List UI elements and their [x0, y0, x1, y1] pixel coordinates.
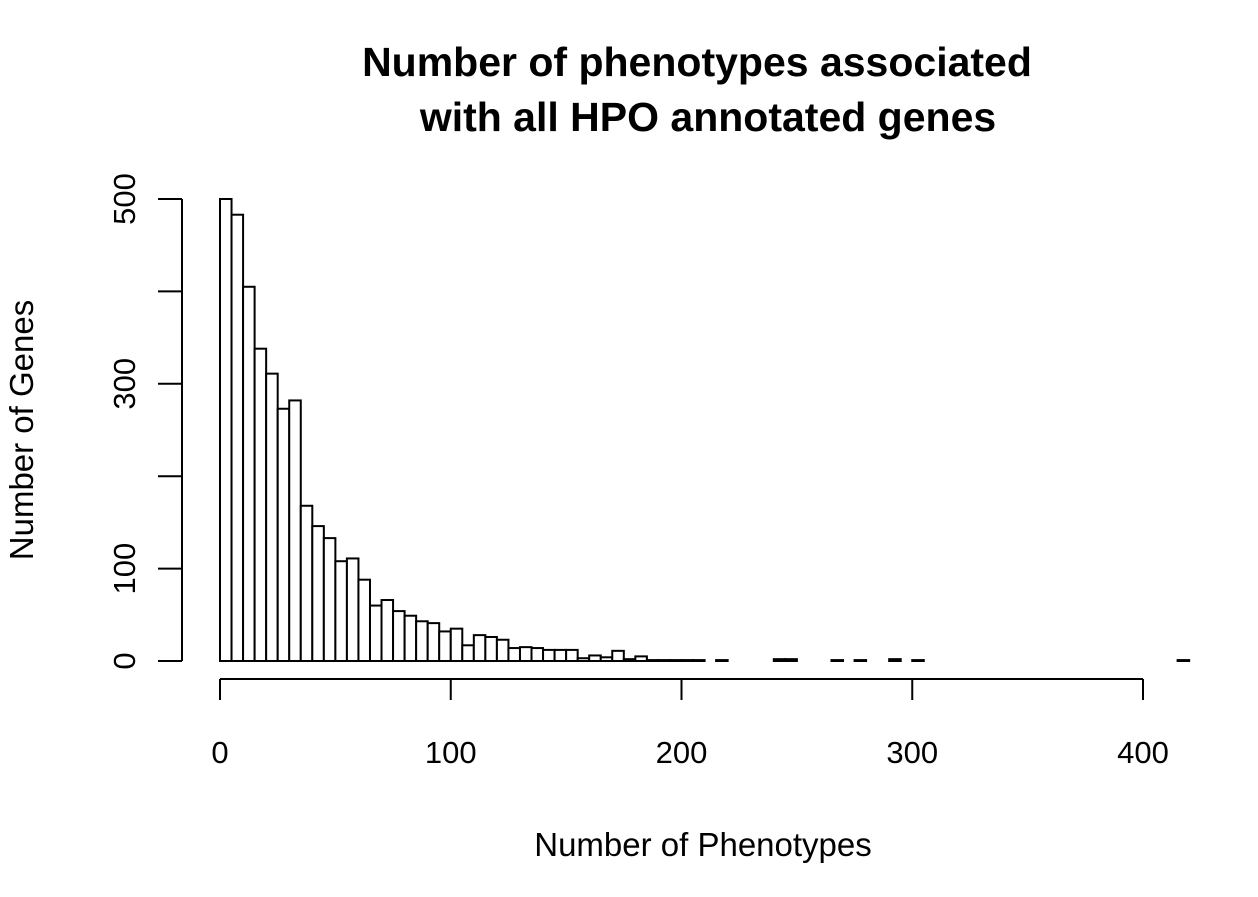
histogram-bar	[403, 614, 418, 662]
histogram-bar	[242, 285, 256, 662]
y-tick-label: 0	[107, 652, 142, 669]
y-axis: 0 100 300 500	[107, 173, 183, 670]
histogram-bar	[830, 659, 845, 663]
histogram-bar	[380, 599, 395, 663]
histogram-bar	[715, 659, 729, 663]
histogram-bar	[265, 372, 279, 662]
histogram-bars	[219, 198, 1191, 663]
histogram-bar	[668, 659, 683, 663]
histogram-bar	[472, 634, 487, 663]
histogram-bar	[484, 635, 498, 662]
histogram-bar	[426, 622, 441, 662]
histogram-bar	[692, 659, 706, 663]
histogram-bar	[565, 648, 579, 662]
histogram-bar	[449, 627, 464, 662]
histogram-bar	[253, 347, 268, 662]
x-axis-label: Number of Phenotypes	[534, 826, 872, 863]
x-tick-label: 400	[1117, 735, 1169, 770]
histogram-bar	[311, 525, 325, 662]
x-tick-label: 100	[425, 735, 477, 770]
histogram-bar	[542, 648, 556, 662]
histogram-bar	[288, 399, 302, 662]
histogram-bar	[357, 578, 371, 662]
histogram-bar	[1176, 659, 1191, 663]
histogram-bar	[888, 658, 902, 663]
histogram-bar	[507, 647, 521, 662]
histogram-bar	[334, 560, 348, 663]
histogram-bar	[576, 657, 591, 662]
histogram-bar	[622, 658, 637, 663]
chart-title-line-1: Number of phenotypes associated	[362, 39, 1032, 85]
histogram-bar	[461, 644, 475, 662]
y-axis-label: Number of Genes	[3, 300, 40, 560]
histogram-bar	[853, 659, 868, 663]
histogram-bar	[634, 655, 648, 663]
histogram-bar	[611, 649, 625, 663]
histogram-bar	[322, 537, 337, 662]
histogram-bar	[645, 659, 660, 663]
histogram-bar	[368, 604, 383, 662]
histogram-bar	[553, 648, 568, 662]
chart-title-line-2: with all HPO annotated genes	[419, 94, 996, 140]
histogram-bar	[495, 638, 510, 662]
histogram-bar	[276, 407, 291, 662]
histogram-bar	[438, 630, 452, 662]
histogram-bar	[230, 213, 245, 663]
histogram-bar	[392, 610, 406, 662]
histogram-bar	[415, 620, 429, 663]
x-tick-label: 300	[886, 735, 938, 770]
histogram-bar	[518, 646, 533, 663]
histogram-bar	[680, 659, 695, 663]
histogram-bar	[219, 198, 233, 662]
histogram-bar	[784, 658, 798, 663]
histogram-bar	[772, 658, 787, 663]
x-tick-label: 0	[211, 735, 228, 770]
histogram-bar	[530, 647, 545, 662]
x-tick-label: 200	[656, 735, 708, 770]
histogram-bar	[911, 659, 925, 663]
y-tick-label: 300	[107, 358, 142, 410]
x-axis: 0 100 200 300 400	[211, 678, 1169, 770]
histogram-bar	[345, 557, 360, 662]
y-tick-label: 100	[107, 543, 142, 595]
histogram-bar	[299, 504, 314, 662]
histogram-bar	[588, 654, 602, 663]
histogram-bar	[599, 656, 614, 662]
histogram-bar	[657, 659, 671, 663]
y-tick-label: 500	[107, 173, 142, 225]
